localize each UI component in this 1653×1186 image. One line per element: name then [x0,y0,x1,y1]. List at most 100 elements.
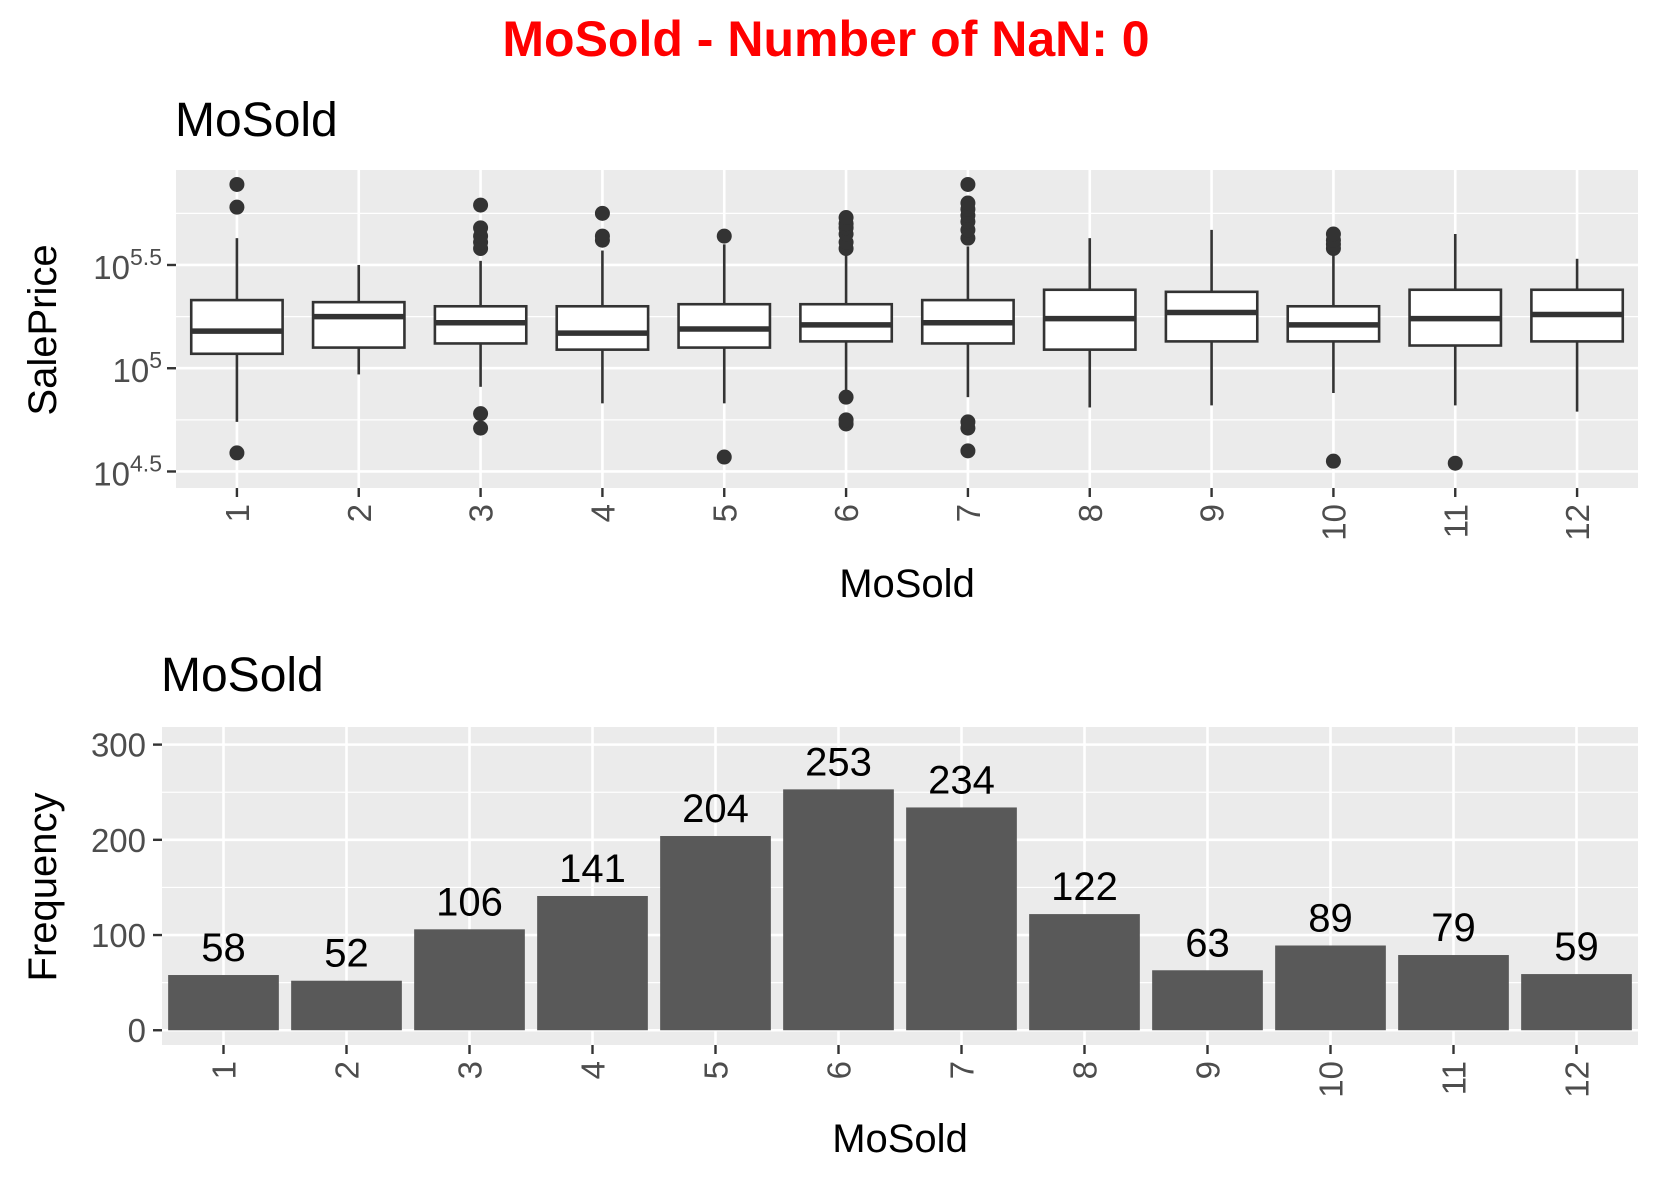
bar [414,929,525,1031]
boxplot-outlier [960,414,976,430]
bar [783,789,894,1031]
boxplot-outlier [838,209,854,225]
boxplot-outlier [1447,455,1463,471]
boxplot-outlier [473,220,489,236]
boxplot-outlier [716,228,732,244]
boxplot-x-tick-label: 1 [219,504,256,522]
boxplot-outlier [229,176,245,192]
bar-y-tick-label: 0 [128,1012,146,1049]
bar-data-label: 59 [1554,925,1599,969]
bar-data-label: 234 [928,758,995,802]
boxplot-x-tick-label: 10 [1315,504,1352,541]
boxplot-outlier [1325,453,1341,469]
boxplot-box [1164,290,1259,343]
boxplot-y-tick-label: 105 [112,347,162,389]
boxplot-y-tick-label: 104.5 [93,450,162,492]
bar-x-tick-label: 9 [1190,1061,1227,1079]
bar [537,895,648,1031]
bar-y-tick-label: 200 [91,822,146,859]
boxplot-box [677,302,772,349]
bar [1029,914,1140,1031]
bar-x-tick-label: 3 [452,1061,489,1079]
bar-x-tick-label: 8 [1067,1061,1104,1079]
boxplot-box-group [555,205,650,404]
bar-data-label: 141 [559,847,626,891]
bar-data-label: 253 [805,740,872,784]
boxplot-x-tick-label: 7 [950,504,987,522]
bar-chart-title: MoSold [161,649,324,702]
boxplot-outlier [473,420,489,436]
boxplot-x-tick-label: 6 [828,504,865,522]
bar-data-label: 106 [436,880,503,924]
bar [1152,970,1263,1031]
bar [906,807,1017,1031]
boxplot-x-tick-label: 9 [1194,504,1231,522]
bar-y-axis-label: Frequency [21,793,65,982]
boxplot-outlier [960,195,976,211]
boxplot-x-tick-label: 3 [463,504,500,522]
boxplot-outlier [1325,226,1341,242]
boxplot-box-group [1530,258,1625,412]
boxplot-box-group [1164,229,1259,406]
boxplot-x-tick-label: 11 [1437,504,1474,538]
boxplot-outlier [838,412,854,428]
bar-x-tick-label: 11 [1436,1061,1473,1095]
boxplot-outlier [473,406,489,422]
bar [1521,974,1632,1031]
bar-data-label: 122 [1051,865,1118,909]
bar-x-tick-label: 12 [1559,1061,1596,1098]
boxplot-y-axis: 104.5 105 105.5 [93,244,176,492]
bar [1398,955,1509,1031]
bar [660,836,771,1031]
boxplot-outlier [229,445,245,461]
boxplot-box-group [677,228,772,465]
bar-y-tick-label: 300 [91,727,146,764]
bar-x-tick-label: 5 [698,1061,735,1079]
boxplot-x-axis: 1 2 3 4 5 6 7 8 9 10 11 12 [219,488,1596,541]
bar-data-label: 63 [1185,921,1230,965]
boxplot-box [189,298,284,356]
boxplot-outlier [960,176,976,192]
boxplot-box-group [920,176,1015,459]
bar [168,975,279,1031]
boxplot-outlier [594,228,610,244]
boxplot-box-group [1286,226,1381,469]
boxplot-box-group [189,176,284,461]
boxplot-outlier [229,199,245,215]
boxplot-x-axis-label: MoSold [839,562,975,606]
boxplot-y-axis-label: SalePrice [21,244,65,415]
boxplot-box [555,304,650,351]
bar-x-tick-label: 7 [944,1061,981,1079]
boxplot-outlier [473,197,489,213]
bar-x-tick-label: 2 [329,1061,366,1079]
bar-x-axis-label: MoSold [832,1117,968,1161]
bar-data-label: 52 [324,932,369,976]
boxplot-y-tick-label: 105.5 [93,244,162,286]
bar [1275,945,1386,1031]
bar-data-label: 89 [1308,897,1353,941]
bar-x-tick-label: 1 [206,1061,243,1079]
boxplot-outlier [838,389,854,405]
boxplot-x-tick-label: 4 [584,504,621,522]
boxplot-panel-background [176,170,1638,488]
boxplot-box-group [799,209,894,432]
boxplot-outlier [594,205,610,221]
boxplot-box [311,300,406,349]
bar-panel-background [162,727,1638,1045]
bar [291,980,402,1031]
bar-y-axis: 0 100 200 300 [91,727,162,1049]
bar-marks [168,789,1632,1031]
boxplot-outlier [960,443,976,459]
bar-data-labels: 58 52 106 141 204 253 234 122 63 89 79 59 [201,740,1599,975]
bar-data-label: 58 [201,926,246,970]
bar-x-tick-label: 10 [1313,1061,1350,1098]
bar-data-label: 204 [682,787,749,831]
boxplot-box-group [1042,238,1137,408]
boxplot-x-tick-label: 12 [1559,504,1596,541]
boxplot-box-group [1408,234,1503,471]
bar-x-tick-label: 4 [575,1061,612,1079]
